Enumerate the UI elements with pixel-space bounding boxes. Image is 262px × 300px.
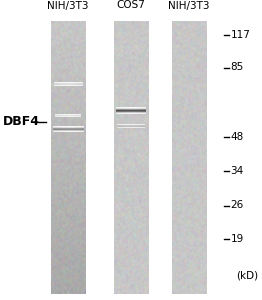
Text: 34: 34	[231, 166, 244, 176]
Text: 85: 85	[231, 62, 244, 73]
Text: NIH/3T3: NIH/3T3	[47, 1, 89, 10]
Text: DBF4: DBF4	[3, 115, 40, 128]
Text: NIH/3T3: NIH/3T3	[168, 1, 209, 10]
Text: 117: 117	[231, 29, 250, 40]
Text: 19: 19	[231, 233, 244, 244]
Text: COS7: COS7	[117, 1, 145, 10]
Text: 26: 26	[231, 200, 244, 211]
Text: 48: 48	[231, 131, 244, 142]
Text: (kD): (kD)	[236, 271, 258, 281]
